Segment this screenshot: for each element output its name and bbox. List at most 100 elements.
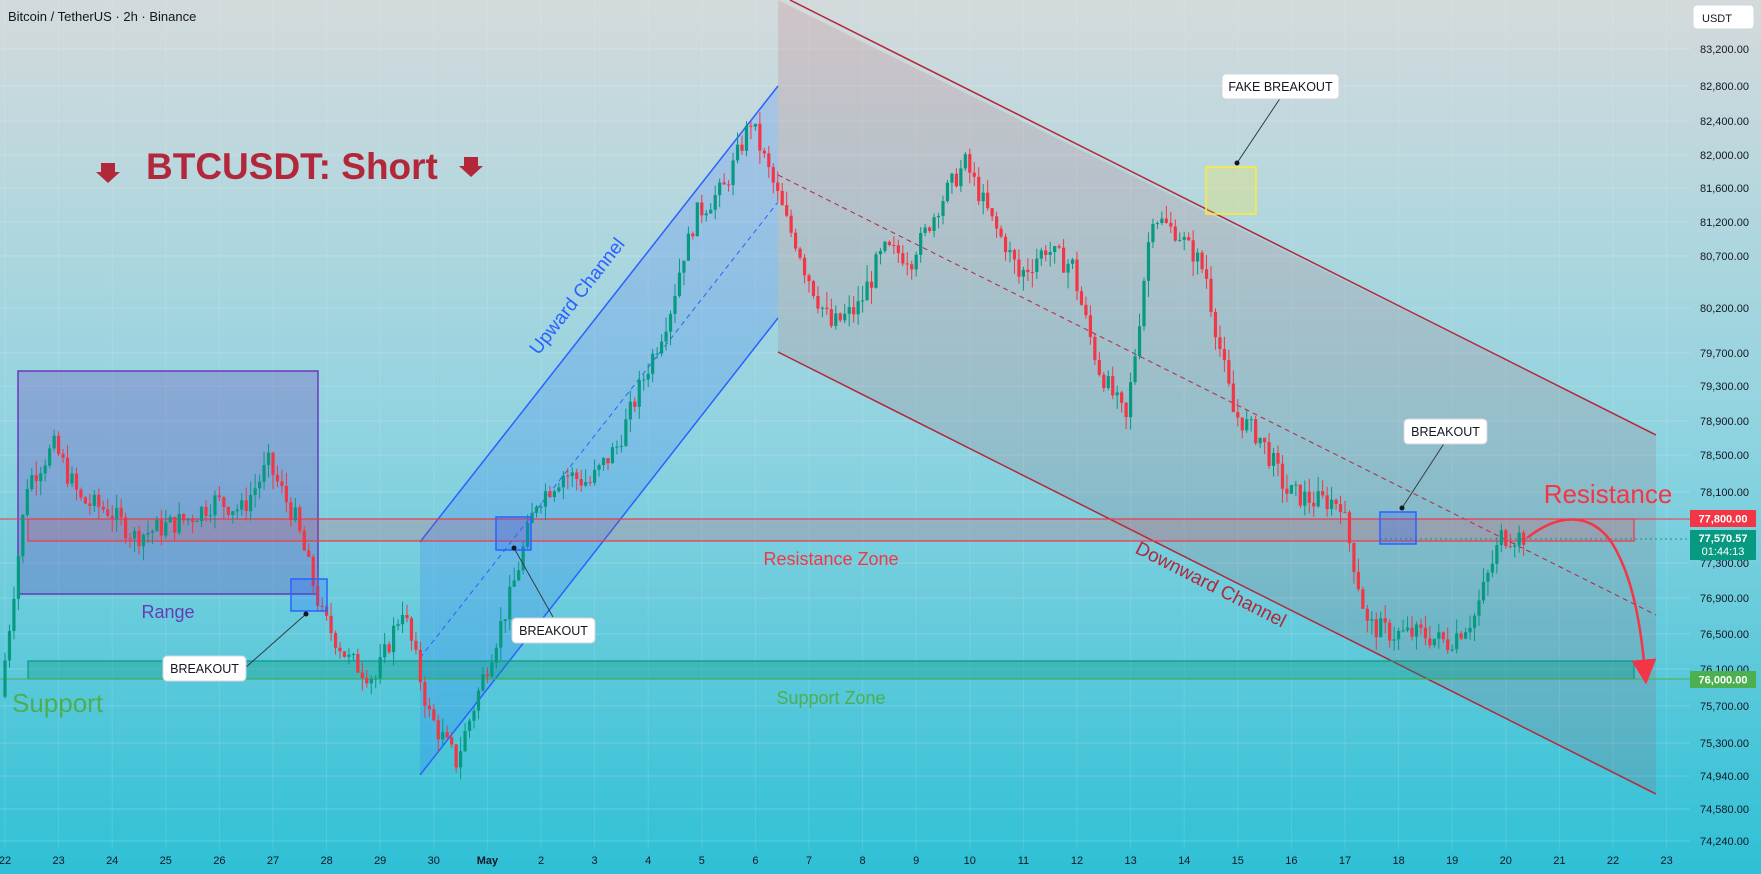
candle-body <box>97 494 101 507</box>
candle-body <box>347 654 351 657</box>
candle-body <box>52 435 56 449</box>
candle-body <box>289 502 293 521</box>
breakout-callout-1[interactable]: BREAKOUT <box>162 655 247 682</box>
candle-body <box>660 341 664 354</box>
support-label: Support <box>12 688 104 718</box>
candle-body <box>503 619 507 622</box>
currency-button[interactable]: USDT <box>1692 4 1755 30</box>
candle-body <box>182 513 186 521</box>
price-tick-label: 75,700.00 <box>1700 701 1749 713</box>
candle-body <box>1276 452 1280 464</box>
breakout-label-2: BREAKOUT <box>519 624 588 638</box>
candle-body <box>110 515 114 520</box>
candle-body <box>579 478 583 486</box>
candle-body <box>74 473 79 490</box>
price-tick-label: 82,000.00 <box>1700 150 1749 162</box>
candle-body <box>1374 619 1378 638</box>
candle-body <box>302 530 306 551</box>
candle-body <box>686 233 690 261</box>
candle-body <box>1352 543 1356 572</box>
breakout-box-1[interactable] <box>290 578 328 612</box>
price-tick-label: 80,700.00 <box>1700 251 1749 263</box>
breakout-callout-2[interactable]: BREAKOUT <box>511 617 596 644</box>
candle-body <box>1285 488 1289 494</box>
breakout-box-3[interactable] <box>1379 511 1417 545</box>
candle-body <box>1003 236 1008 253</box>
candle-body <box>61 453 65 458</box>
time-tick-label: 19 <box>1446 855 1458 867</box>
candle-body <box>852 307 856 315</box>
candle-body <box>351 654 355 656</box>
candle-body <box>454 744 458 768</box>
candle-body <box>1129 382 1133 418</box>
candle-body <box>1111 376 1115 396</box>
candle-body <box>204 506 208 516</box>
candle-body <box>682 260 686 273</box>
candle-body <box>65 457 70 484</box>
candle-body <box>1120 392 1124 403</box>
candle-body <box>1410 627 1414 637</box>
downward-channel-lower-line[interactable] <box>777 351 1657 795</box>
candle-body <box>1048 252 1052 255</box>
candle-body <box>1486 572 1490 582</box>
fake-breakout-box[interactable] <box>1205 166 1257 215</box>
candle-body <box>1209 278 1213 312</box>
candle-body <box>798 248 802 258</box>
candle-body <box>561 475 565 488</box>
candle-body <box>150 531 154 533</box>
candle-body <box>1361 589 1365 609</box>
candle-body <box>963 154 967 169</box>
candle-body <box>936 215 941 218</box>
price-tick-label: 79,300.00 <box>1700 381 1749 393</box>
candle-body <box>12 598 16 631</box>
candle-body <box>901 253 905 264</box>
price-tick-label: 76,500.00 <box>1700 629 1749 641</box>
candle-body <box>481 674 485 691</box>
candle-body <box>802 257 807 276</box>
headline-text: BTCUSDT: Short <box>146 146 438 187</box>
time-tick-label: 2 <box>538 855 544 867</box>
downward-channel-upper-line[interactable] <box>789 0 1657 436</box>
candle-body <box>1437 632 1441 639</box>
candle-body <box>1472 615 1477 628</box>
candle-body <box>101 506 105 510</box>
candle-body <box>1097 360 1101 375</box>
breakout-box-2[interactable] <box>495 516 532 551</box>
candle-body <box>995 216 999 229</box>
candle-body <box>1343 512 1347 514</box>
upward-channel-upper-line[interactable] <box>419 85 779 543</box>
time-tick-label: May <box>477 855 499 867</box>
candle-body <box>472 710 476 721</box>
candle-body <box>557 487 561 492</box>
candle-body <box>1450 649 1454 651</box>
price-tick-label: 83,200.00 <box>1700 44 1749 56</box>
candle-body <box>146 532 150 535</box>
callout-leader-3 <box>1401 441 1446 509</box>
support-zone[interactable] <box>27 660 1635 680</box>
candle-body <box>919 233 923 255</box>
countdown-label: 01:44:13 <box>1702 546 1745 558</box>
time-tick-label: 9 <box>913 855 919 867</box>
candle-body <box>744 125 749 151</box>
breakout-callout-3[interactable]: BREAKOUT <box>1403 418 1488 445</box>
candle-body <box>423 682 427 706</box>
candle-body <box>673 295 677 314</box>
candle-body <box>231 511 235 515</box>
range-label: Range <box>141 602 194 622</box>
candle-body <box>1338 504 1343 513</box>
candle-body <box>548 491 552 498</box>
price-tick-label: 78,500.00 <box>1700 450 1749 462</box>
candle-body <box>1294 484 1298 486</box>
candle-body <box>494 647 498 663</box>
candle-body <box>1388 622 1392 641</box>
candle-body <box>1379 618 1383 638</box>
candle-body <box>1316 491 1320 507</box>
fake-breakout-callout[interactable]: FAKE BREAKOUT <box>1221 73 1340 100</box>
candle-body <box>159 519 163 536</box>
candle-body <box>249 494 253 512</box>
time-tick-label: 17 <box>1339 855 1351 867</box>
candle-body <box>1222 349 1226 361</box>
candle-body <box>369 678 373 684</box>
candle-body <box>1187 237 1191 241</box>
